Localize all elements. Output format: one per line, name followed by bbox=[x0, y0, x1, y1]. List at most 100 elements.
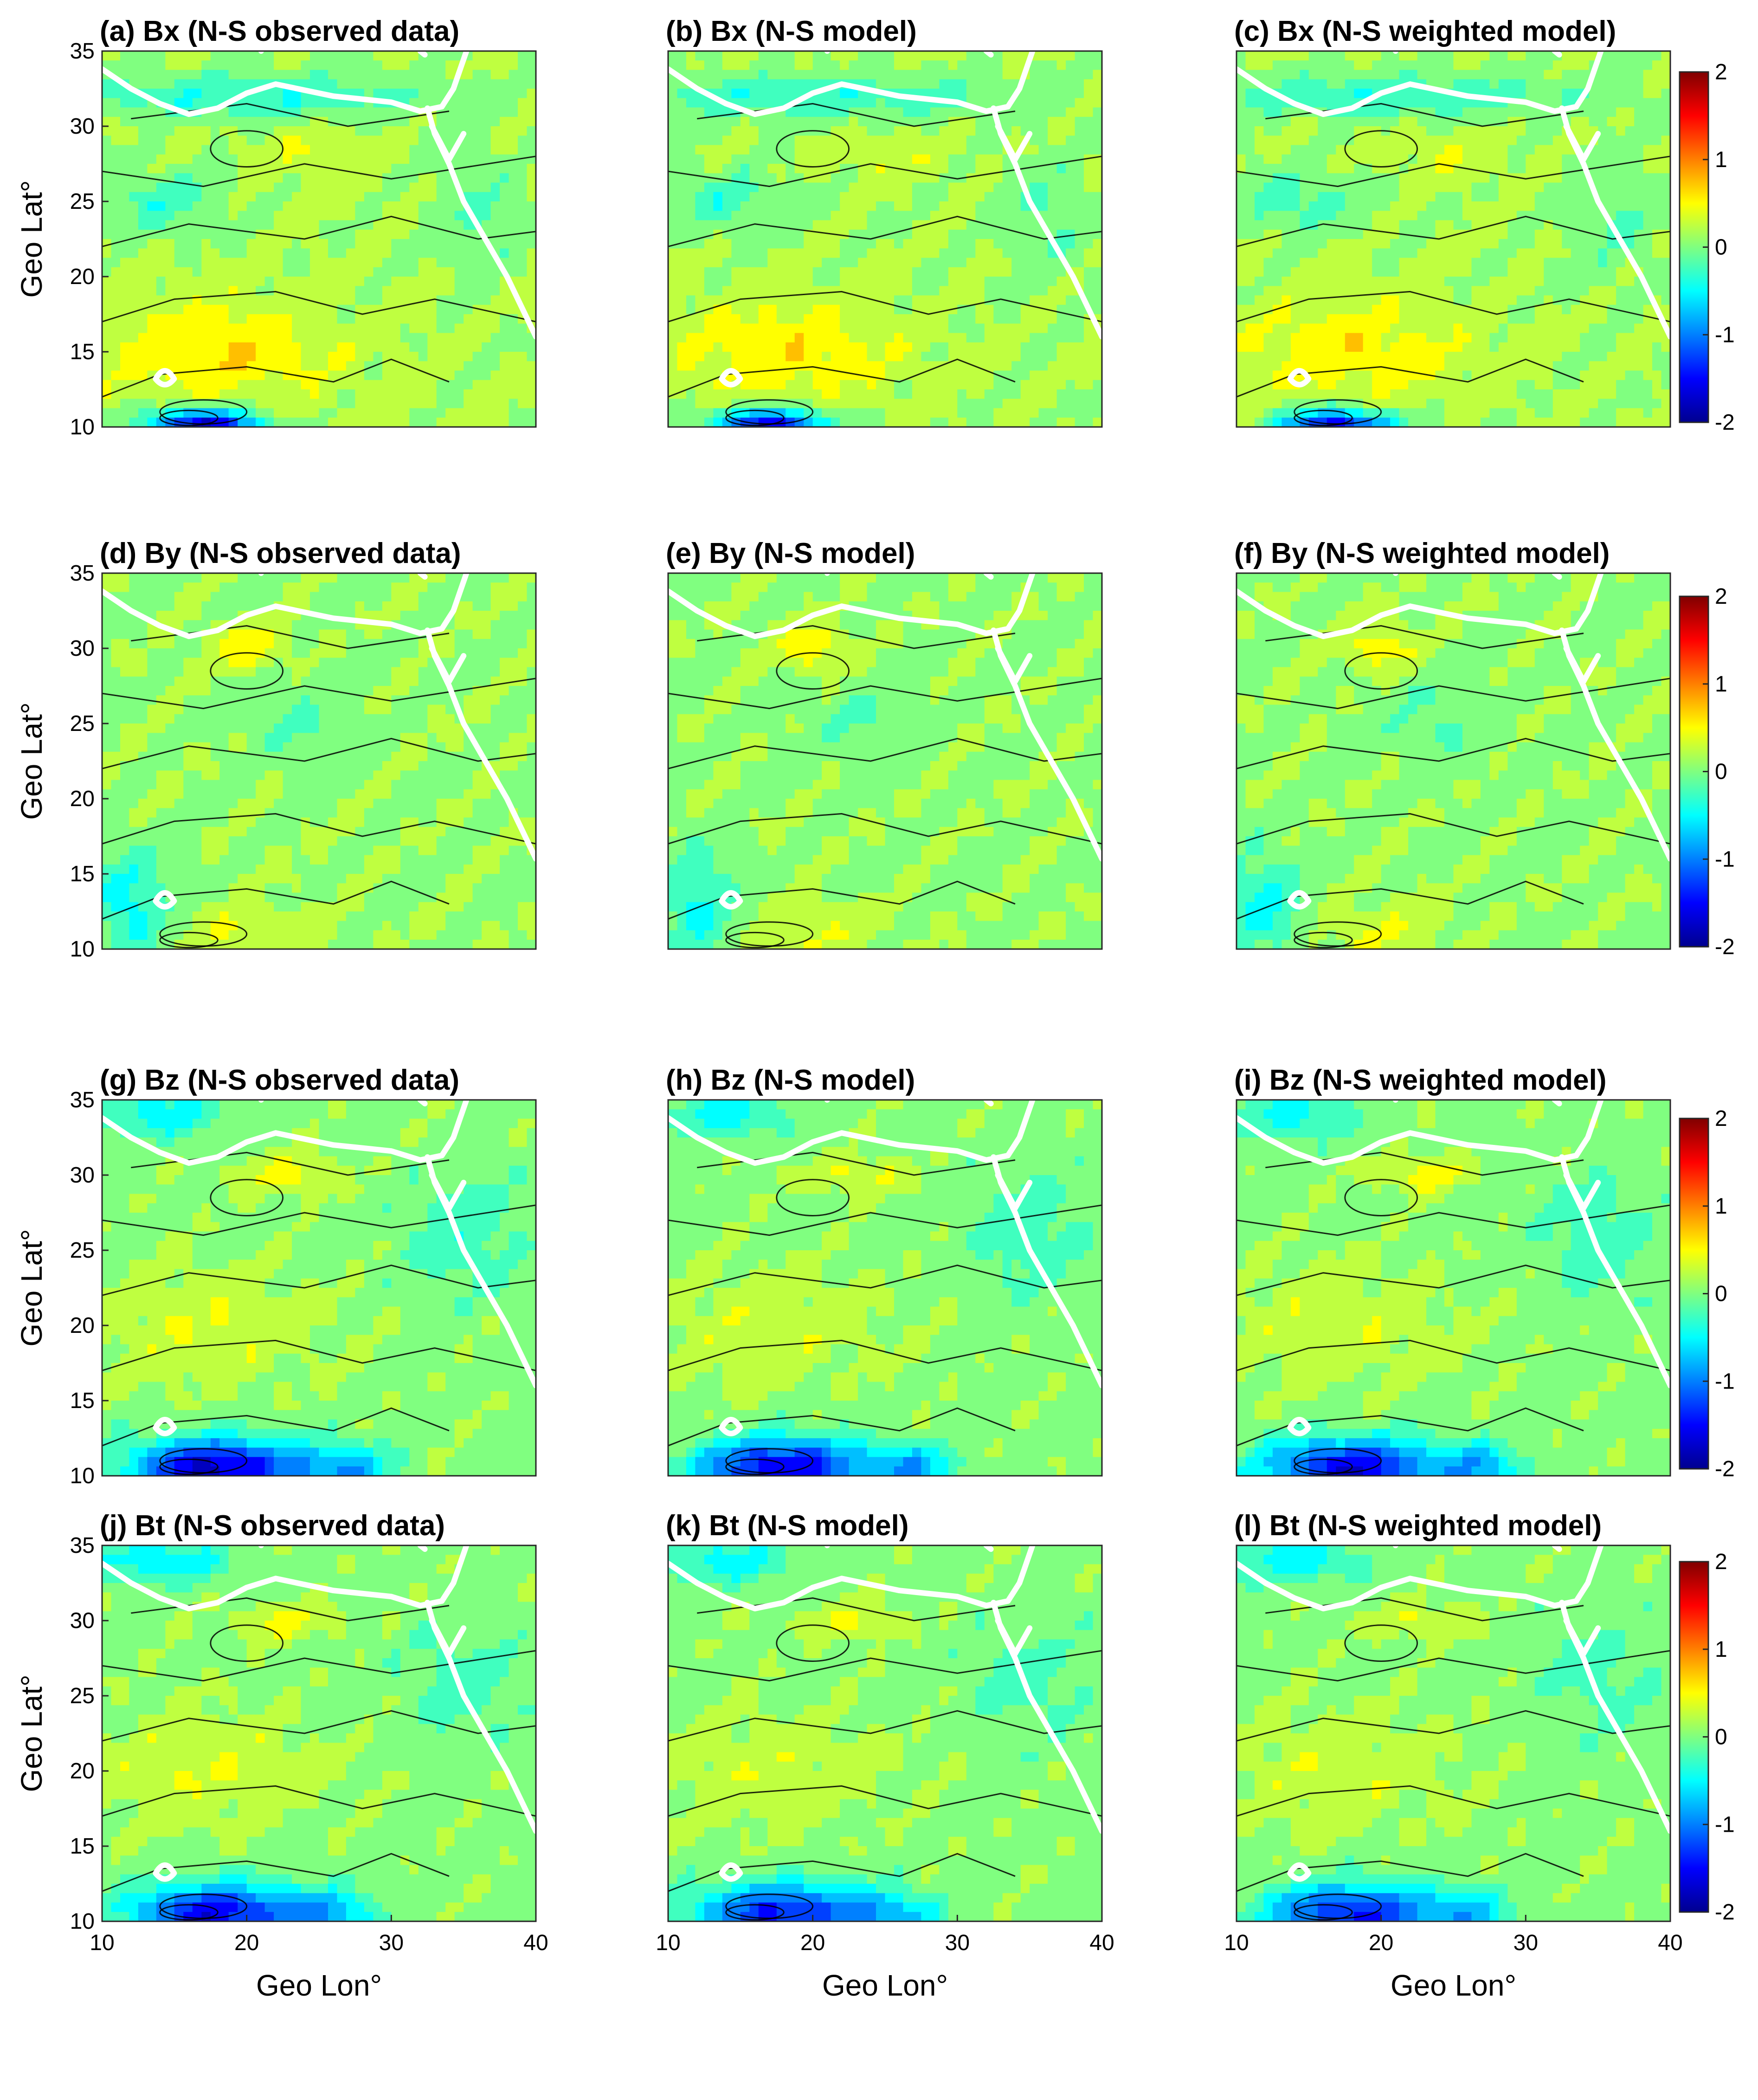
heatmap-cell bbox=[427, 305, 437, 315]
heatmap-cell bbox=[247, 183, 256, 193]
heatmap-cell bbox=[409, 60, 419, 70]
heatmap-cell bbox=[310, 380, 319, 390]
heatmap-cell bbox=[1011, 60, 1021, 70]
heatmap-cell bbox=[310, 314, 319, 324]
heatmap-cell bbox=[373, 60, 382, 70]
heatmap-cell bbox=[165, 267, 174, 277]
heatmap-cell bbox=[1039, 183, 1048, 193]
heatmap-cell bbox=[1084, 267, 1093, 277]
heatmap-cell bbox=[1300, 267, 1309, 277]
heatmap-cell bbox=[156, 183, 166, 193]
heatmap-cell bbox=[813, 155, 822, 164]
heatmap-cell bbox=[1426, 98, 1436, 108]
heatmap-cell bbox=[1354, 230, 1363, 239]
heatmap-cell bbox=[1426, 286, 1436, 296]
heatmap-cell bbox=[238, 145, 247, 155]
heatmap-cell bbox=[903, 296, 913, 305]
heatmap-cell bbox=[1462, 220, 1472, 230]
heatmap-cell bbox=[1057, 117, 1066, 127]
heatmap-cell bbox=[319, 399, 328, 408]
heatmap-cell bbox=[749, 267, 759, 277]
heatmap-cell bbox=[211, 371, 220, 381]
heatmap-cell bbox=[704, 258, 714, 268]
heatmap-cell bbox=[229, 389, 238, 399]
heatmap-cell bbox=[229, 51, 238, 61]
heatmap-cell bbox=[957, 60, 966, 70]
heatmap-cell bbox=[419, 230, 428, 239]
heatmap-cell bbox=[427, 333, 437, 343]
heatmap-cell bbox=[193, 286, 202, 296]
heatmap-cell bbox=[102, 98, 111, 108]
heatmap-cell bbox=[903, 248, 913, 258]
heatmap-cell bbox=[722, 201, 732, 211]
heatmap-cell bbox=[1281, 323, 1291, 333]
panel-title: (a) Bx (N-S observed data) bbox=[100, 15, 459, 47]
heatmap-cell bbox=[292, 333, 301, 343]
heatmap-cell bbox=[1021, 211, 1030, 220]
heatmap-cell bbox=[1030, 267, 1039, 277]
heatmap-cell bbox=[265, 305, 274, 315]
heatmap-cell bbox=[382, 136, 392, 145]
heatmap-cell bbox=[1003, 380, 1012, 390]
heatmap-cell bbox=[1336, 60, 1345, 70]
heatmap-cell bbox=[1472, 380, 1481, 390]
heatmap-cell bbox=[400, 155, 410, 164]
heatmap-cell bbox=[328, 258, 337, 268]
heatmap-cell bbox=[256, 296, 265, 305]
heatmap-cell bbox=[491, 389, 500, 399]
heatmap-cell bbox=[301, 389, 310, 399]
heatmap-cell bbox=[319, 60, 328, 70]
heatmap-cell bbox=[993, 418, 1003, 427]
heatmap-cell bbox=[722, 117, 732, 127]
heatmap-cell bbox=[975, 155, 985, 164]
heatmap-cell bbox=[445, 201, 455, 211]
heatmap-cell bbox=[464, 371, 473, 381]
heatmap-cell bbox=[400, 183, 410, 193]
heatmap-cell bbox=[1372, 267, 1381, 277]
heatmap-cell bbox=[1246, 342, 1255, 352]
heatmap-cell bbox=[509, 333, 518, 343]
heatmap-cell bbox=[704, 117, 714, 127]
heatmap-cell bbox=[193, 136, 202, 145]
heatmap-cell bbox=[1236, 418, 1246, 427]
heatmap-cell bbox=[777, 239, 786, 249]
heatmap-cell bbox=[256, 267, 265, 277]
heatmap-cell bbox=[1066, 201, 1075, 211]
heatmap-cell bbox=[741, 183, 750, 193]
heatmap-cell bbox=[795, 239, 804, 249]
heatmap-cell bbox=[1363, 239, 1372, 249]
heatmap-cell bbox=[894, 51, 903, 61]
heatmap-cell bbox=[759, 117, 768, 127]
heatmap-cell bbox=[382, 164, 392, 174]
heatmap-cell bbox=[500, 51, 509, 61]
heatmap-cell bbox=[183, 155, 193, 164]
heatmap-cell bbox=[464, 352, 473, 362]
heatmap-cell bbox=[894, 220, 903, 230]
heatmap-cell bbox=[1444, 408, 1454, 418]
heatmap-cell bbox=[1093, 98, 1102, 108]
heatmap-cell bbox=[1255, 277, 1264, 286]
heatmap-cell bbox=[138, 418, 148, 427]
heatmap-cell bbox=[201, 418, 211, 427]
heatmap-cell bbox=[491, 286, 500, 296]
heatmap-cell bbox=[993, 314, 1003, 324]
heatmap-cell bbox=[921, 389, 930, 399]
heatmap-cell bbox=[238, 136, 247, 145]
heatmap-cell bbox=[473, 60, 482, 70]
heatmap-cell bbox=[427, 51, 437, 61]
heatmap-cell bbox=[795, 296, 804, 305]
heatmap-cell bbox=[319, 70, 328, 80]
heatmap-cell bbox=[1093, 361, 1102, 371]
heatmap-cell bbox=[885, 399, 895, 408]
heatmap-cell bbox=[138, 323, 148, 333]
heatmap-cell bbox=[1048, 136, 1057, 145]
heatmap-cell bbox=[921, 399, 930, 408]
heatmap-cell bbox=[337, 314, 347, 324]
heatmap-cell bbox=[1444, 126, 1454, 136]
heatmap-cell bbox=[283, 145, 292, 155]
heatmap-cell bbox=[473, 173, 482, 183]
heatmap-cell bbox=[292, 145, 301, 155]
heatmap-cell bbox=[183, 70, 193, 80]
heatmap-cell bbox=[1075, 361, 1084, 371]
heatmap-cell bbox=[1084, 126, 1093, 136]
